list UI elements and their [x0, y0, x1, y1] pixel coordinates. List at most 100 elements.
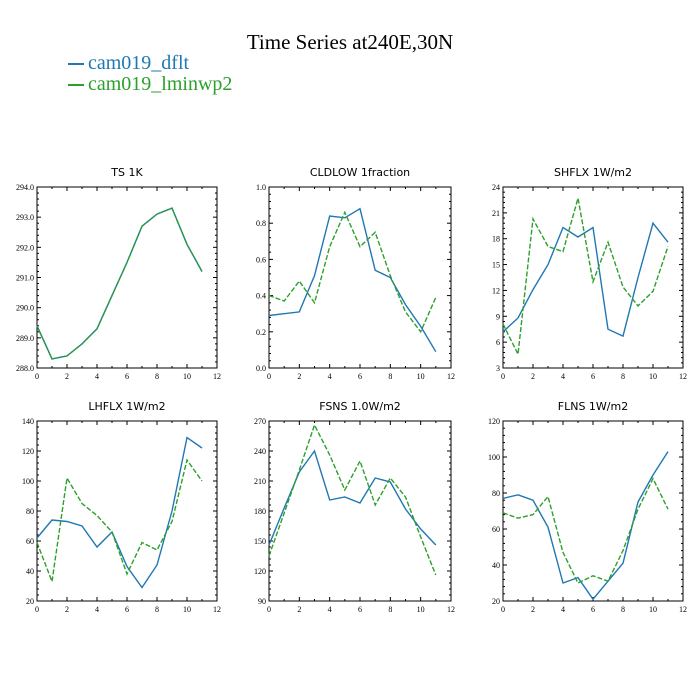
- panel-title: TS 1K: [110, 166, 143, 179]
- series-line-cam019_dflt: [502, 451, 669, 601]
- series-line-cam019_lminwp2: [502, 477, 669, 584]
- y-tick-label: 210: [254, 477, 266, 486]
- x-tick-label: 8: [621, 372, 625, 381]
- x-tick-label: 2: [531, 372, 535, 381]
- y-tick-label: 21: [492, 209, 500, 218]
- x-tick-label: 0: [501, 372, 505, 381]
- x-tick-label: 4: [561, 605, 565, 614]
- x-tick-label: 2: [65, 605, 69, 614]
- series-line-cam019_dflt: [502, 221, 669, 338]
- series-line-cam019_dflt: [268, 449, 437, 546]
- x-tick-label: 10: [183, 605, 191, 614]
- y-tick-label: 289.0: [16, 334, 34, 343]
- x-tick-label: 4: [328, 372, 332, 381]
- y-tick-label: 80: [492, 489, 500, 498]
- y-tick-label: 180: [254, 507, 266, 516]
- y-tick-label: 20: [26, 597, 34, 606]
- legend-swatch-lminwp2: [68, 84, 84, 87]
- y-tick-label: 140: [22, 417, 34, 426]
- y-tick-label: 6: [496, 338, 500, 347]
- y-tick-label: 120: [254, 567, 266, 576]
- panel-title: CLDLOW 1fraction: [310, 166, 410, 179]
- x-tick-label: 4: [328, 605, 332, 614]
- x-tick-label: 8: [388, 605, 392, 614]
- x-tick-label: 12: [679, 605, 687, 614]
- y-tick-label: 1.0: [256, 183, 266, 192]
- y-tick-label: 18: [492, 235, 500, 244]
- x-tick-label: 0: [35, 372, 39, 381]
- y-tick-label: 90: [258, 597, 266, 606]
- x-tick-label: 2: [531, 605, 535, 614]
- y-tick-label: 290.0: [16, 304, 34, 313]
- x-tick-label: 12: [213, 372, 221, 381]
- legend-label-lminwp2: cam019_lminwp2: [88, 73, 233, 95]
- plot-frame: [268, 186, 452, 369]
- y-tick-label: 60: [492, 525, 500, 534]
- legend-swatch-dflt: [68, 63, 84, 66]
- y-tick-label: 291.0: [16, 274, 34, 283]
- series-line-cam019_lminwp2: [36, 458, 203, 585]
- x-tick-label: 6: [125, 372, 129, 381]
- y-tick-label: 9: [496, 312, 500, 321]
- y-tick-label: 120: [488, 417, 500, 426]
- x-tick-label: 12: [213, 605, 221, 614]
- x-tick-label: 2: [297, 372, 301, 381]
- x-tick-label: 12: [447, 372, 455, 381]
- y-tick-label: 20: [492, 597, 500, 606]
- y-tick-label: 0.0: [256, 364, 266, 373]
- series-line-cam019_lminwp2: [502, 198, 669, 357]
- x-tick-label: 10: [183, 372, 191, 381]
- x-tick-label: 4: [561, 372, 565, 381]
- y-tick-label: 24: [492, 183, 500, 192]
- x-tick-label: 4: [95, 605, 99, 614]
- y-tick-label: 40: [26, 567, 34, 576]
- x-tick-label: 0: [35, 605, 39, 614]
- series-line-cam019_lminwp2: [268, 423, 437, 576]
- plot-frame: [268, 420, 452, 602]
- x-tick-label: 8: [621, 605, 625, 614]
- x-tick-label: 8: [155, 372, 159, 381]
- legend-entry-dflt: cam019_dflt: [68, 52, 189, 74]
- series-line-cam019_dflt: [36, 207, 203, 360]
- y-tick-label: 270: [254, 417, 266, 426]
- y-tick-label: 80: [26, 507, 34, 516]
- panel-title: SHFLX 1W/m2: [554, 166, 632, 179]
- y-tick-label: 100: [488, 453, 500, 462]
- panel-title: LHFLX 1W/m2: [88, 400, 165, 413]
- series-line-cam019_dflt: [36, 436, 203, 589]
- y-tick-label: 120: [22, 447, 34, 456]
- y-tick-label: 100: [22, 477, 34, 486]
- series-line-cam019_dflt: [268, 207, 437, 353]
- x-tick-label: 6: [358, 605, 362, 614]
- y-tick-label: 150: [254, 537, 266, 546]
- x-tick-label: 4: [95, 372, 99, 381]
- y-tick-label: 60: [26, 537, 34, 546]
- y-tick-label: 0.2: [256, 328, 266, 337]
- x-tick-label: 10: [417, 605, 425, 614]
- y-tick-label: 294.0: [16, 183, 34, 192]
- x-tick-label: 12: [679, 372, 687, 381]
- x-tick-label: 0: [267, 605, 271, 614]
- series-line-cam019_lminwp2: [268, 210, 437, 334]
- legend-entry-lminwp2: cam019_lminwp2: [68, 73, 232, 95]
- y-tick-label: 15: [492, 261, 500, 270]
- plot-frame: [36, 186, 218, 369]
- y-tick-label: 0.6: [256, 255, 266, 264]
- y-tick-label: 0.4: [256, 292, 266, 301]
- panel-title: FLNS 1W/m2: [558, 400, 628, 413]
- x-tick-label: 6: [125, 605, 129, 614]
- x-tick-label: 2: [297, 605, 301, 614]
- x-tick-label: 0: [267, 372, 271, 381]
- y-tick-label: 12: [492, 286, 500, 295]
- x-tick-label: 10: [649, 605, 657, 614]
- x-tick-label: 10: [417, 372, 425, 381]
- panel-title: FSNS 1.0W/m2: [319, 400, 401, 413]
- y-tick-label: 0.8: [256, 219, 266, 228]
- legend-label-dflt: cam019_dflt: [88, 52, 190, 74]
- x-tick-label: 6: [358, 372, 362, 381]
- y-tick-label: 40: [492, 561, 500, 570]
- y-tick-label: 240: [254, 447, 266, 456]
- y-tick-label: 3: [496, 364, 500, 373]
- series-line-cam019_lminwp2: [36, 207, 203, 360]
